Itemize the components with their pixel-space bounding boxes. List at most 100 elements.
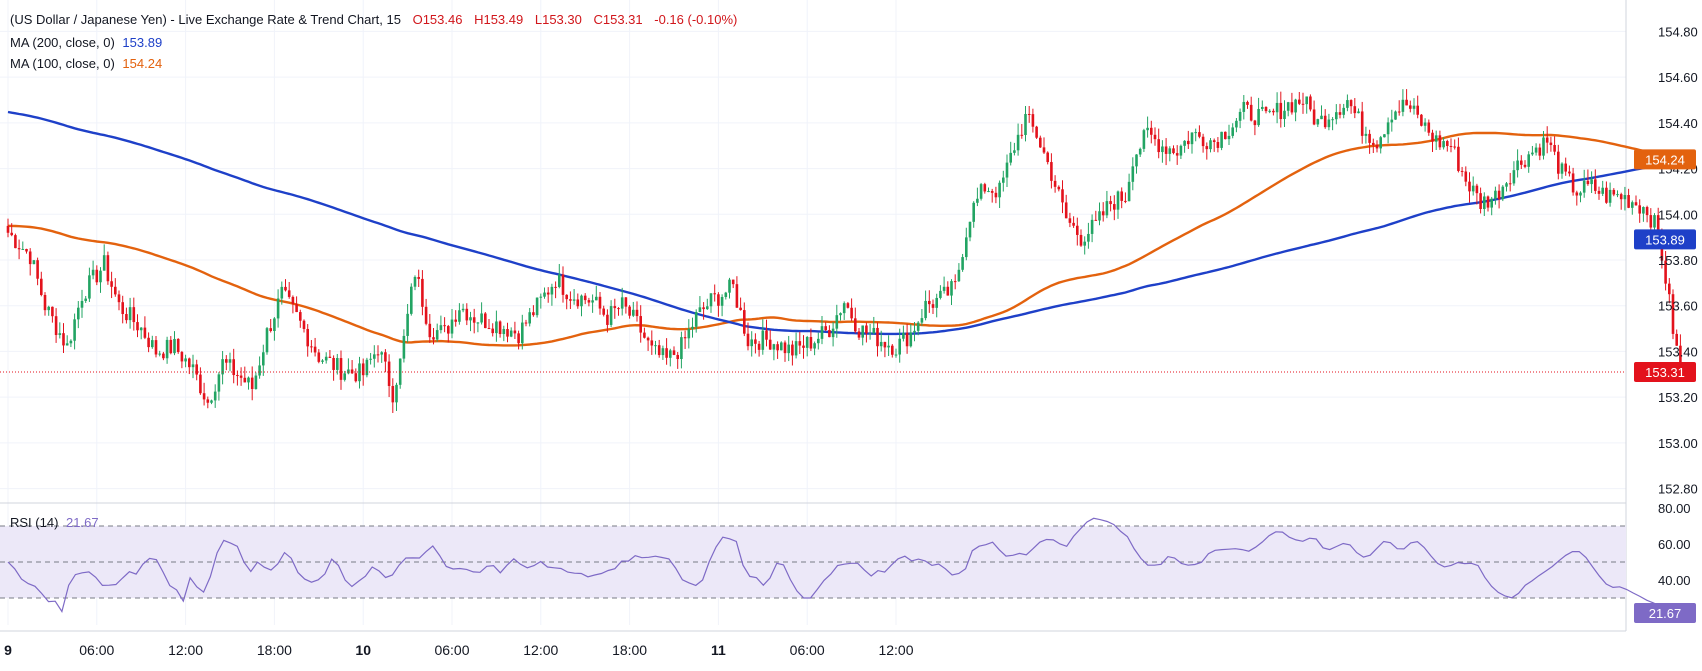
price-tick-label: 153.00 — [1658, 436, 1698, 451]
candle-body — [1346, 100, 1349, 108]
candle-body — [65, 343, 69, 346]
candle-body — [1368, 133, 1371, 143]
candle-body — [1512, 170, 1516, 184]
candle-body — [1194, 132, 1197, 134]
candle-body — [391, 385, 395, 403]
rsi-tick-label: 80.00 — [1658, 501, 1691, 516]
candle-body — [88, 275, 91, 299]
candle-body — [1379, 137, 1382, 149]
candle-body — [746, 333, 750, 347]
candle-body — [1679, 345, 1682, 372]
candle-body — [343, 373, 346, 380]
candle-body — [151, 340, 154, 348]
ma100-legend[interactable]: MA (100, close, 0) 154.24 — [10, 56, 162, 71]
candle-body — [735, 284, 739, 308]
candle-body — [1179, 145, 1183, 156]
ma100-price-tag-text: 154.24 — [1645, 152, 1685, 167]
candle-body — [1353, 106, 1357, 114]
candle-body — [609, 306, 613, 325]
change-value: -0.16 (-0.10%) — [654, 12, 738, 27]
candle-body — [10, 232, 13, 236]
candlestick-series — [6, 89, 1682, 413]
candle-body — [854, 318, 857, 332]
candle-body — [1105, 201, 1109, 216]
candle-body — [1564, 163, 1567, 172]
candle-body — [521, 322, 524, 344]
candle-body — [1427, 122, 1431, 133]
candle-body — [476, 322, 480, 324]
candle-body — [643, 332, 646, 338]
time-axis[interactable]: 9 06:00 12:00 18:00 10 06:00 12:00 18:00 11 06:00… — [4, 642, 914, 658]
time-tick-label: 12:00 — [523, 642, 558, 658]
candle-body — [102, 255, 106, 271]
candle-body — [1150, 127, 1153, 135]
candle-body — [239, 375, 243, 378]
candle-body — [69, 340, 73, 344]
candle-body — [139, 327, 143, 331]
rsi-legend[interactable]: RSI (14) 21.67 — [10, 515, 99, 530]
candle-body — [1594, 179, 1597, 191]
candle-body — [347, 369, 350, 374]
candle-body — [387, 361, 391, 386]
candle-body — [1386, 122, 1390, 135]
candle-body — [1446, 141, 1449, 146]
candle-body — [502, 329, 506, 335]
candle-body — [284, 286, 287, 291]
candle-body — [40, 278, 43, 295]
candle-body — [828, 330, 831, 338]
candle-body — [1335, 112, 1338, 120]
candle-body — [846, 303, 850, 308]
candle-body — [435, 330, 439, 340]
candle-body — [1009, 152, 1012, 163]
candle-body — [51, 306, 54, 317]
candle-body — [717, 294, 720, 306]
candle-body — [672, 350, 676, 355]
candle-body — [1383, 134, 1386, 138]
price-axis[interactable]: 154.80154.60154.40154.20154.00153.80153.… — [1634, 24, 1698, 623]
candle-body — [1520, 160, 1523, 165]
candle-body — [1538, 147, 1542, 156]
candle-body — [602, 308, 605, 315]
rsi-value: 21.67 — [66, 515, 99, 530]
candle-body — [1109, 201, 1112, 205]
candle-body — [1216, 141, 1220, 148]
candle-body — [1053, 180, 1057, 187]
candle-body — [95, 269, 99, 283]
candle-body — [117, 294, 121, 303]
candle-body — [1479, 193, 1482, 209]
candle-body — [1464, 171, 1468, 182]
candle-body — [176, 338, 180, 353]
candle-body — [1342, 107, 1345, 115]
candle-body — [225, 359, 228, 363]
candle-body — [1283, 110, 1286, 120]
candle-body — [454, 319, 457, 322]
candle-body — [1645, 207, 1649, 216]
candle-body — [472, 317, 476, 323]
candle-body — [1153, 134, 1157, 140]
candle-body — [979, 184, 983, 199]
candle-body — [324, 356, 328, 361]
ma200-legend[interactable]: MA (200, close, 0) 153.89 — [10, 35, 162, 50]
candle-body — [928, 300, 931, 305]
candle-body — [831, 328, 835, 338]
candle-body — [1549, 142, 1553, 146]
close-value: C153.31 — [593, 12, 643, 27]
candle-body — [1127, 181, 1131, 202]
time-tick-label: 18:00 — [257, 642, 292, 658]
candle-body — [310, 346, 313, 348]
candle-body — [950, 281, 953, 296]
candle-body — [1224, 131, 1227, 140]
price-tick-label: 154.40 — [1658, 116, 1698, 131]
candle-body — [1505, 183, 1508, 187]
candle-body — [110, 281, 113, 287]
candle-body — [1338, 112, 1342, 115]
candle-body — [1042, 147, 1046, 153]
time-tick-label: 06:00 — [434, 642, 469, 658]
candle-body — [291, 296, 295, 305]
candle-body — [1568, 171, 1571, 174]
candle-body — [776, 344, 779, 351]
candle-body — [247, 377, 250, 383]
candle-body — [802, 345, 805, 348]
candle-body — [287, 290, 291, 297]
